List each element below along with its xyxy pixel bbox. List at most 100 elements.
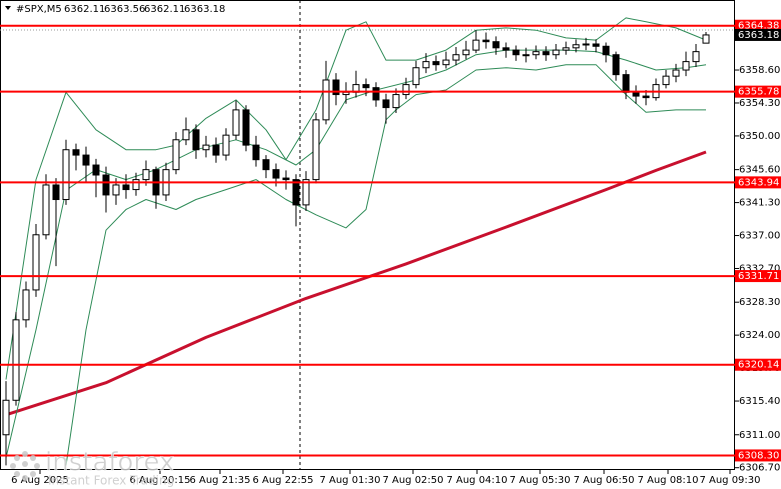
x-tick-label: 6 Aug 2025	[11, 475, 69, 486]
candle-body	[622, 74, 630, 93]
y-tick-label: 6350.00	[739, 131, 780, 142]
candle-body	[362, 84, 370, 89]
candle-body	[262, 159, 270, 171]
level-label: 6320.14	[738, 360, 779, 371]
level-label: 6331.71	[738, 271, 779, 282]
x-tick-label: 7 Aug 01:30	[319, 475, 380, 486]
y-tick-label: 6311.00	[739, 430, 780, 441]
candle-body	[512, 49, 520, 56]
candle-body	[602, 45, 610, 56]
level-tag	[735, 85, 781, 98]
header-arrow	[5, 6, 11, 10]
plot-frame	[0, 0, 735, 470]
level-label: 6343.94	[738, 177, 779, 188]
candle-body	[202, 144, 210, 151]
x-tick-label: 6 Aug 21:35	[189, 475, 250, 486]
candle-body	[632, 91, 640, 97]
candle-body	[122, 184, 130, 191]
candle-body	[242, 109, 250, 146]
level-tag	[735, 19, 781, 32]
candle-body	[332, 79, 340, 96]
candle-body	[592, 43, 600, 47]
candle-body	[702, 34, 710, 44]
x-tick-label: 7 Aug 05:30	[509, 475, 570, 486]
candle-body	[672, 69, 680, 77]
symbol: #SPX,M5	[16, 4, 62, 15]
x-tick-label: 6 Aug 22:55	[252, 475, 313, 486]
level-label: 6308.30	[738, 450, 779, 461]
x-tick-label: 7 Aug 09:30	[699, 475, 760, 486]
candle-body	[532, 51, 540, 56]
candle-body	[562, 47, 570, 51]
candle-body	[282, 177, 290, 181]
candle-body	[2, 399, 10, 436]
candle-body	[612, 54, 620, 76]
candle-body	[492, 41, 500, 49]
y-tick-label: 6358.60	[739, 65, 780, 76]
x-tick-label: 7 Aug 04:10	[446, 475, 507, 486]
candle-body	[662, 75, 670, 86]
candle-body	[32, 234, 40, 291]
watermark-tagline: Instant Forex Trading	[48, 474, 174, 488]
candle-body	[72, 149, 80, 156]
header-high: 6363.56	[104, 4, 145, 15]
y-tick-label: 6354.30	[739, 98, 780, 109]
y-tick-label: 6345.60	[739, 165, 780, 176]
candle-body	[192, 129, 200, 151]
candle-body	[572, 44, 580, 49]
candle-body	[692, 51, 700, 63]
candle-body	[42, 184, 50, 236]
candle-body	[172, 139, 180, 171]
candle-body	[432, 61, 440, 66]
candle-body	[502, 47, 510, 51]
y-tick-label: 6341.30	[739, 198, 780, 209]
y-tick-label: 6324.00	[739, 330, 780, 341]
header-open: 6362.11	[64, 4, 105, 15]
candle-body	[482, 39, 490, 43]
candle-body	[642, 95, 650, 99]
y-tick-label: 6328.30	[739, 297, 780, 308]
watermark: instaforex Instant Forex Trading	[10, 447, 175, 488]
candle-body	[252, 144, 260, 161]
current-price-tag	[735, 28, 781, 41]
candle-body	[522, 54, 530, 57]
candle-body	[442, 59, 450, 66]
y-tick-label: 6332.70	[739, 263, 780, 274]
candle-body	[682, 61, 690, 71]
candle-body	[222, 134, 230, 156]
candle-body	[412, 67, 420, 86]
candle-body	[542, 51, 550, 56]
header-low: 6362.11	[144, 4, 185, 15]
level-tag	[735, 449, 781, 462]
watermark-logo	[10, 451, 40, 481]
candle-body	[312, 119, 320, 181]
y-tick-label: 6337.00	[739, 231, 780, 242]
indicator-line	[5, 150, 707, 417]
candle-body	[402, 84, 410, 96]
candle-body	[382, 99, 390, 109]
candle-body	[372, 87, 380, 101]
candle-body	[422, 61, 430, 69]
header-close: 6363.18	[184, 4, 225, 15]
x-tick-label: 7 Aug 02:50	[382, 475, 443, 486]
x-tick-label: 7 Aug 08:10	[637, 475, 698, 486]
candle-body	[292, 179, 300, 206]
y-tick-label: 6306.70	[739, 463, 780, 474]
level-tag	[735, 358, 781, 371]
level-tag	[735, 176, 781, 189]
candle-body	[12, 319, 20, 401]
x-tick-label: 7 Aug 06:50	[573, 475, 634, 486]
candle-body	[272, 169, 280, 179]
candle-body	[22, 289, 30, 321]
level-label: 6364.38	[738, 21, 779, 32]
indicator-line	[5, 49, 707, 458]
x-tick-label: 6 Aug 20:15	[129, 475, 190, 486]
candle-body	[132, 179, 140, 191]
candle-body	[112, 184, 120, 196]
candle-body	[92, 164, 100, 176]
candle-body	[212, 144, 220, 156]
candle-body	[182, 129, 190, 141]
candle-body	[102, 174, 110, 196]
candle-body	[52, 184, 60, 201]
